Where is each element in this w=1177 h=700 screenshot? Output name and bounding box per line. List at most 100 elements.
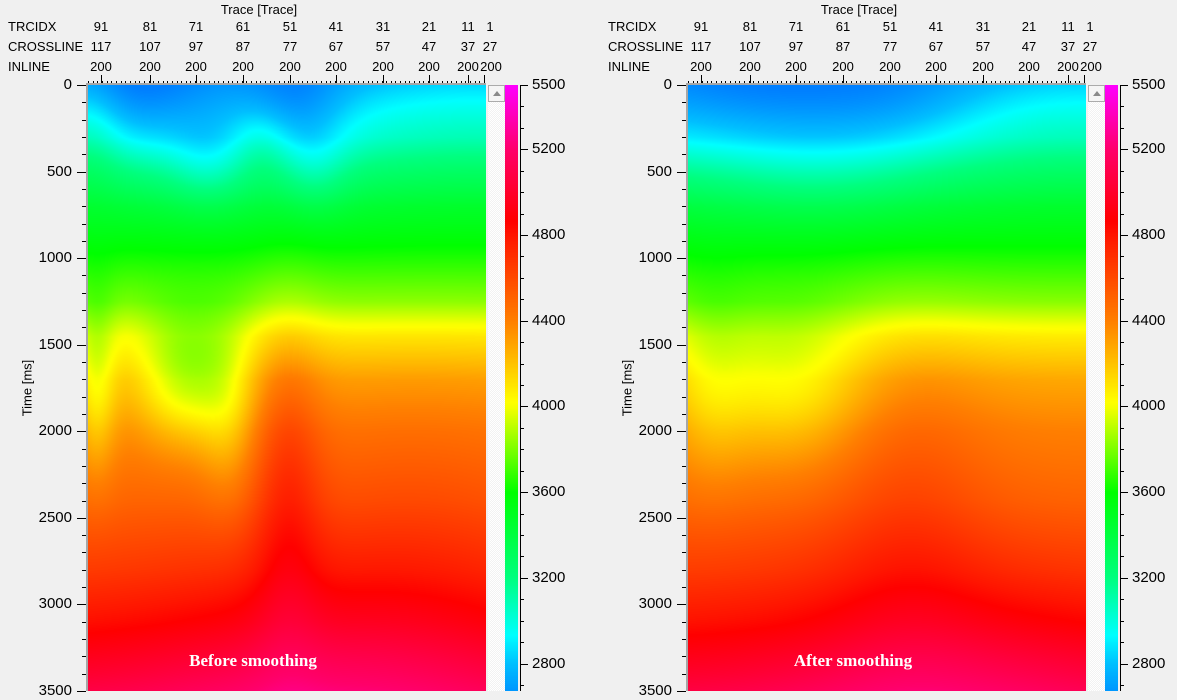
colorbar-tick-label: 4400	[532, 312, 566, 329]
header-value: 200	[185, 59, 207, 74]
velocity-colorbar	[1105, 85, 1118, 691]
colorbar-minor-tick	[1120, 535, 1124, 536]
colorbar-tick-label: 4000	[1132, 397, 1166, 414]
header-value: 71	[188, 19, 204, 34]
scroll-up-button[interactable]	[1088, 85, 1105, 102]
colorbar-minor-tick	[1120, 256, 1124, 257]
header-value: 81	[142, 19, 158, 34]
time-minor-tick	[82, 379, 86, 380]
time-minor-tick	[682, 189, 686, 190]
colorbar-major-tick	[520, 149, 528, 150]
header-value: 200	[372, 59, 394, 74]
time-axis-title: Time [ms]	[19, 359, 35, 417]
time-minor-tick	[682, 241, 686, 242]
colorbar-minor-tick	[520, 299, 524, 300]
colorbar-major-tick	[520, 492, 528, 493]
time-minor-tick	[82, 189, 86, 190]
colorbar-tick-label: 4800	[1132, 226, 1166, 243]
header-value: 200	[232, 59, 254, 74]
header-value: 200	[690, 59, 712, 74]
header-value: 71	[788, 19, 804, 34]
time-minor-tick	[82, 501, 86, 502]
time-major-tick	[677, 431, 686, 432]
trace-major-tick	[1029, 75, 1030, 85]
colorbar-tick-label: 3200	[532, 569, 566, 586]
colorbar-major-tick	[520, 235, 528, 236]
colorbar-tick-label: 5500	[532, 76, 566, 93]
time-minor-tick	[682, 397, 686, 398]
colorbar-minor-tick	[1120, 299, 1124, 300]
header-value: 47	[421, 39, 437, 54]
trace-major-tick	[1068, 75, 1069, 85]
colorbar-minor-tick	[520, 256, 524, 257]
velocity-heatmap[interactable]	[688, 85, 1086, 691]
header-value: 11	[1061, 19, 1075, 34]
colorbar-minor-tick	[520, 428, 524, 429]
time-axis-title: Time [ms]	[619, 359, 635, 417]
colorbar-minor-tick	[520, 535, 524, 536]
colorbar-minor-tick	[520, 621, 524, 622]
header-value: 51	[282, 19, 298, 34]
colorbar-minor-tick	[520, 342, 524, 343]
colorbar-tick-label: 4800	[532, 226, 566, 243]
time-tick-label: 1500	[38, 336, 72, 353]
scroll-up-icon	[492, 91, 501, 96]
time-major-tick	[77, 172, 86, 173]
header-label-inline: INLINE	[8, 59, 50, 74]
time-tick-label: 1500	[638, 336, 672, 353]
time-minor-tick	[682, 120, 686, 121]
header-label-crossline: CROSSLINE	[608, 39, 684, 54]
time-major-tick	[677, 345, 686, 346]
header-label-crossline: CROSSLINE	[8, 39, 84, 54]
time-major-tick	[77, 345, 86, 346]
header-label-trcidx: TRCIDX	[608, 19, 657, 34]
time-tick-label: 3500	[638, 682, 672, 699]
time-minor-tick	[82, 154, 86, 155]
header-value: 200	[1018, 59, 1040, 74]
time-minor-tick	[682, 154, 686, 155]
trace-major-tick	[983, 75, 984, 85]
velocity-heatmap[interactable]	[88, 85, 486, 691]
time-tick-label: 500	[646, 163, 672, 180]
time-minor-tick	[82, 414, 86, 415]
header-value: 47	[1021, 39, 1037, 54]
time-minor-tick	[682, 587, 686, 588]
scroll-up-button[interactable]	[488, 85, 505, 102]
time-minor-tick	[82, 362, 86, 363]
time-minor-tick	[82, 224, 86, 225]
header-value: 200	[879, 59, 901, 74]
time-minor-tick	[82, 674, 86, 675]
colorbar-minor-tick	[520, 106, 524, 107]
header-value: 200	[785, 59, 807, 74]
colorbar-minor-tick	[1120, 214, 1124, 215]
colorbar-minor-tick	[1120, 514, 1124, 515]
colorbar-minor-tick	[1120, 278, 1124, 279]
annotation-label: After smoothing	[793, 651, 913, 670]
header-value: 200	[457, 59, 479, 74]
time-minor-tick	[82, 622, 86, 623]
colorbar-minor-tick	[1120, 385, 1124, 386]
time-minor-tick	[682, 466, 686, 467]
vertical-scrollbar[interactable]	[1088, 85, 1105, 691]
colorbar-major-tick	[1120, 85, 1128, 86]
velocity-colorbar	[505, 85, 518, 691]
time-tick-label: 1000	[638, 249, 672, 266]
colorbar-minor-tick	[520, 214, 524, 215]
time-minor-tick	[682, 656, 686, 657]
time-tick-label: 2000	[38, 422, 72, 439]
header-value: 37	[460, 39, 476, 54]
colorbar-minor-tick	[1120, 171, 1124, 172]
colorbar-axis-line	[1120, 85, 1121, 691]
time-major-tick	[77, 431, 86, 432]
trace-major-tick	[701, 75, 702, 85]
colorbar-minor-tick	[1120, 428, 1124, 429]
time-tick-label: 3000	[38, 595, 72, 612]
colorbar-tick-label: 2800	[532, 655, 566, 672]
time-minor-tick	[682, 206, 686, 207]
time-minor-tick	[682, 674, 686, 675]
header-value: 200	[418, 59, 440, 74]
header-value: 11	[461, 19, 475, 34]
vertical-scrollbar[interactable]	[488, 85, 505, 691]
time-tick-label: 500	[46, 163, 72, 180]
header-value: 97	[788, 39, 804, 54]
